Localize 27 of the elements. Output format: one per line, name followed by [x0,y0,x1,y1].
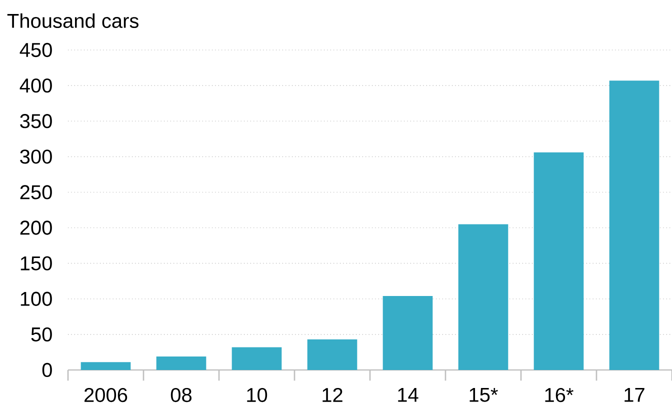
y-tick-label: 450 [20,42,52,58]
y-tick-label: 0 [42,362,52,378]
x-tick-label: 16* [545,388,574,402]
bar [232,347,282,370]
x-tick-label: 17 [624,388,644,402]
y-tick-label: 100 [20,292,52,306]
x-tick-label: 10 [247,388,268,402]
bar [80,362,131,370]
x-tick-label: 2006 [84,388,128,402]
y-tick-label: 200 [20,220,52,235]
bar [156,356,206,370]
bar [382,296,433,370]
x-tick-label: 12 [322,388,342,402]
x-tick-label: 14 [398,388,418,402]
y-tick-label: 50 [31,327,52,342]
y-axis-title: Thousand cars [7,13,138,28]
x-tick-label: 15* [470,388,498,402]
bar [609,80,660,370]
y-tick-label: 300 [20,150,52,164]
bar [534,152,584,370]
y-tick-label: 150 [20,256,52,270]
bar [458,224,508,370]
x-tick-label: 08 [170,388,192,402]
y-tick-label: 400 [20,78,52,93]
y-tick-label: 250 [20,185,52,200]
y-tick-label: 350 [20,114,52,128]
bar [307,339,358,370]
